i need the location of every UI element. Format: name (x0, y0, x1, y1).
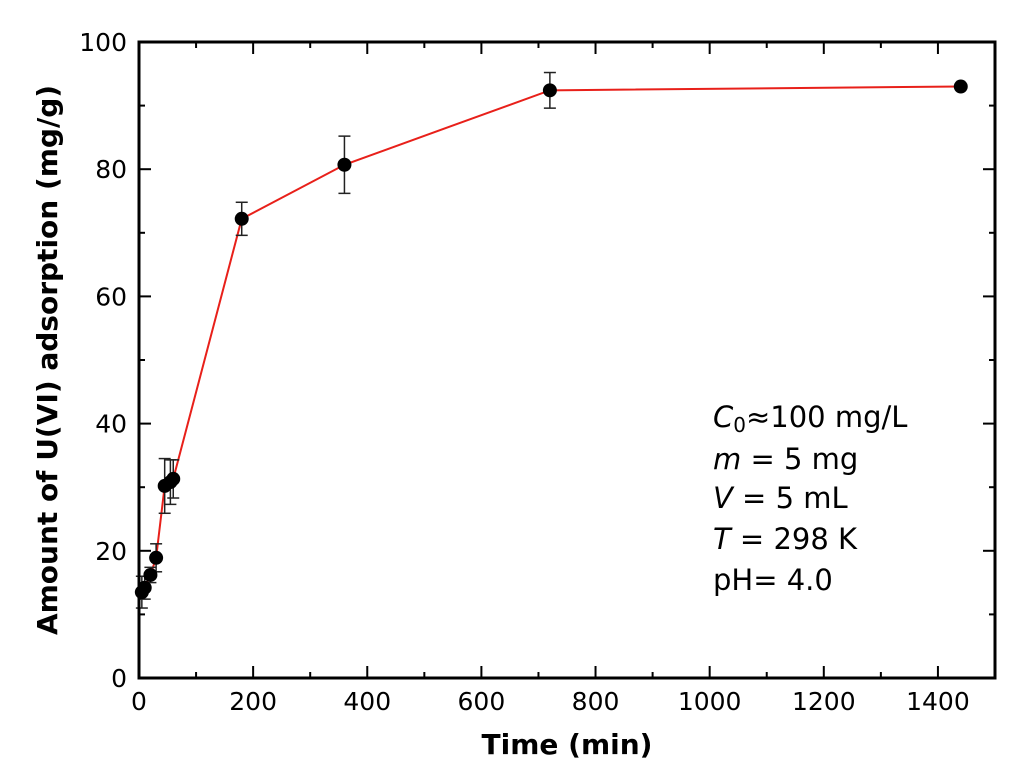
y-tick-label: 0 (111, 664, 127, 693)
annotation-c0-value: ≈100 mg/L (746, 400, 907, 434)
x-axis-title: Time (min) (482, 728, 653, 761)
annotation-ph-value: pH= 4.0 (713, 563, 833, 597)
data-point (542, 83, 557, 98)
y-axis-title: Amount of U(VI) adsorption (mg/g) (31, 85, 64, 635)
annotation-c0-symbol: C (713, 400, 734, 434)
y-tick-label: 40 (95, 410, 127, 439)
annotation-mass-symbol: m (713, 442, 741, 476)
x-tick-label: 1000 (678, 687, 742, 716)
annotation-temperature: T = 298 K (713, 522, 858, 556)
y-tick-label: 20 (95, 537, 127, 566)
annotation-temperature-symbol: T (713, 522, 733, 556)
annotation-volume-symbol: V (713, 481, 735, 515)
annotation-temperature-value: = 298 K (731, 522, 858, 556)
x-tick-label: 200 (229, 687, 277, 716)
data-point (953, 79, 968, 94)
plot-frame (137, 40, 997, 680)
data-point (149, 550, 164, 565)
data-point (143, 567, 158, 582)
data-point (337, 157, 352, 172)
series-line (141, 85, 961, 593)
y-tick-label: 60 (95, 282, 127, 311)
annotation-mass-value: = 5 mg (741, 442, 858, 476)
x-tick-label: 1400 (906, 687, 970, 716)
annotation-c0: C0≈100 mg/L (713, 400, 907, 437)
y-tick-label: 100 (79, 28, 127, 57)
x-tick-label: 600 (458, 687, 506, 716)
y-tick-label: 80 (95, 155, 127, 184)
x-tick-label: 400 (343, 687, 391, 716)
annotation-ph: pH= 4.0 (713, 563, 833, 597)
annotation-volume-value: = 5 mL (733, 481, 848, 515)
data-layer (134, 71, 968, 609)
conditions-annotation: C0≈100 mg/L m = 5 mg V = 5 mL T = 298 K … (713, 400, 907, 597)
x-tick-label: 0 (131, 687, 147, 716)
x-tick-label: 1200 (792, 687, 856, 716)
annotation-mass: m = 5 mg (713, 442, 858, 476)
x-tick-label: 800 (572, 687, 620, 716)
data-point (166, 471, 181, 486)
data-point (137, 580, 152, 595)
data-point (234, 211, 249, 226)
annotation-volume: V = 5 mL (713, 481, 848, 515)
annotation-c0-subscript: 0 (733, 413, 746, 437)
